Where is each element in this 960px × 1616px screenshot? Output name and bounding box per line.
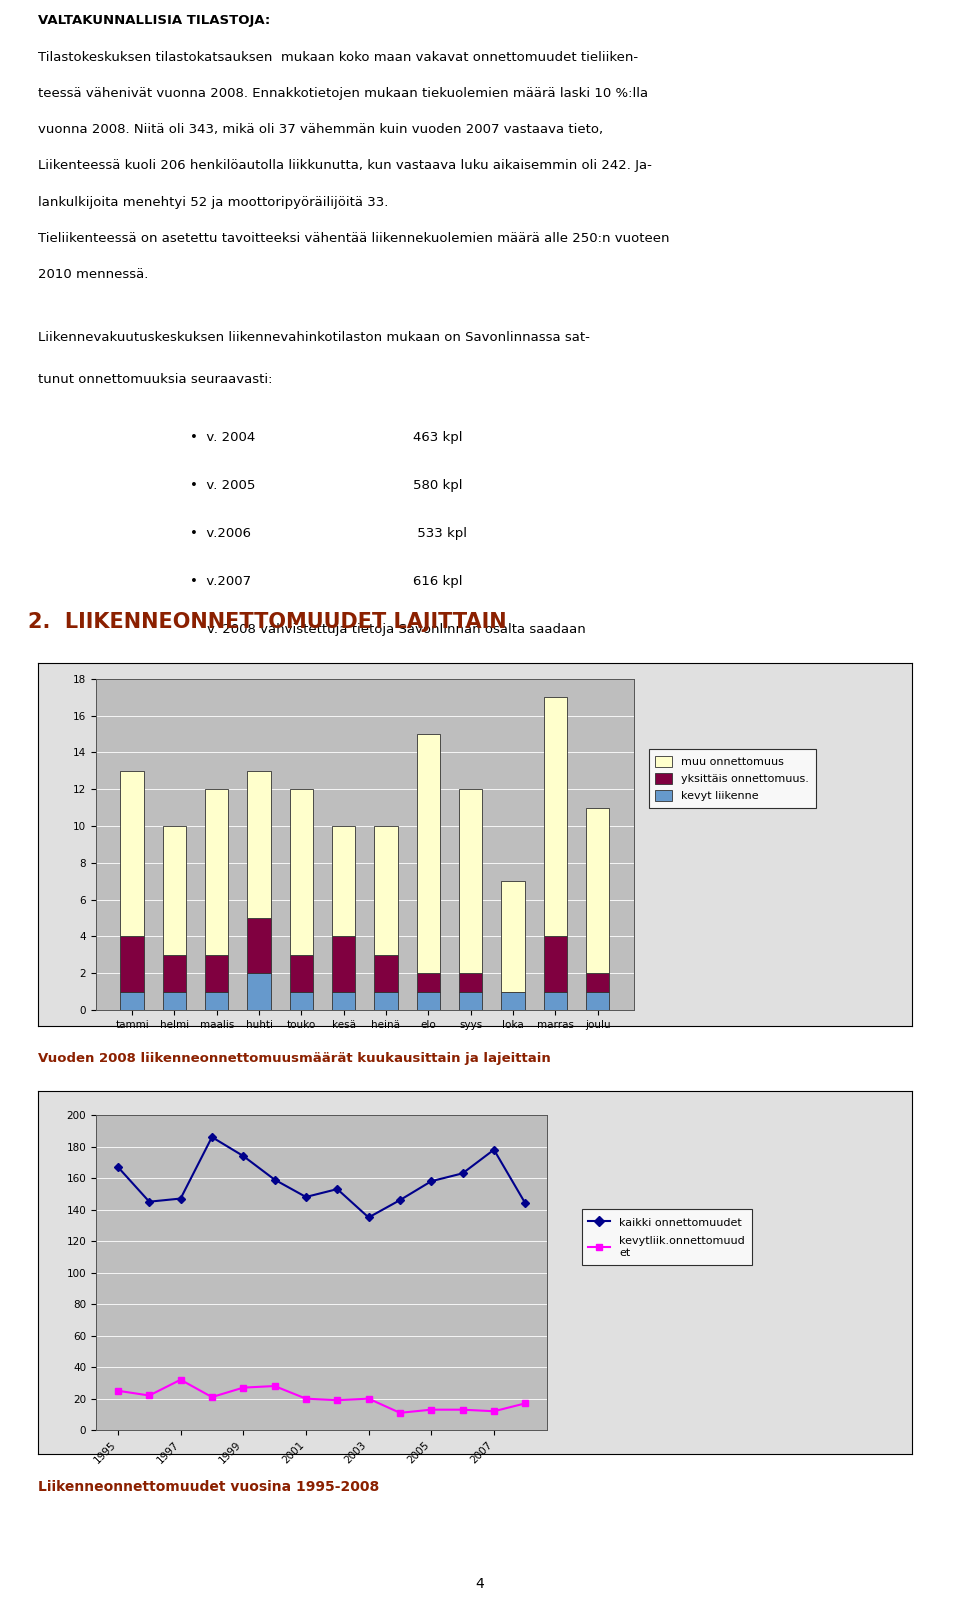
Text: •  v. 2004: • v. 2004 [190, 431, 255, 444]
Legend: kaikki onnettomuudet, kevytliik.onnettomuud
et: kaikki onnettomuudet, kevytliik.onnettom… [582, 1209, 752, 1265]
Bar [120, 936, 144, 992]
Bar [163, 992, 186, 1010]
Text: Liikennevakuutuskeskuksen liikennevahinkotilaston mukaan on Savonlinnassa sat-: Liikennevakuutuskeskuksen liikennevahink… [38, 331, 590, 344]
Text: Liikenneonnettomuudet vuosina 1995-2008: Liikenneonnettomuudet vuosina 1995-2008 [38, 1480, 379, 1493]
Bar [290, 955, 313, 992]
Bar [163, 955, 186, 992]
Text: •  v.2007: • v.2007 [190, 575, 252, 588]
Bar [417, 992, 440, 1010]
Bar [205, 992, 228, 1010]
Bar [501, 881, 524, 992]
Text: 616 kpl: 616 kpl [414, 575, 463, 588]
Text: lankulkijoita menehtyi 52 ja moottoripyöräilijöitä 33.: lankulkijoita menehtyi 52 ja moottoripyö… [38, 196, 389, 208]
Text: 4: 4 [475, 1577, 485, 1590]
Text: 2.  LIIKENNEONNETTOMUUDET LAJITTAIN: 2. LIIKENNEONNETTOMUUDET LAJITTAIN [29, 612, 507, 632]
Bar [543, 992, 566, 1010]
Bar [417, 973, 440, 992]
Bar [290, 789, 313, 955]
Bar [248, 771, 271, 918]
Bar [459, 992, 482, 1010]
Legend: muu onnettomuus, yksittäis onnettomuus., kevyt liikenne: muu onnettomuus, yksittäis onnettomuus.,… [649, 748, 815, 808]
Text: Tieliikenteessä on asetettu tavoitteeksi vähentää liikennekuolemien määrä alle 2: Tieliikenteessä on asetettu tavoitteeksi… [38, 231, 670, 244]
Bar [205, 955, 228, 992]
Bar [374, 955, 397, 992]
Bar [120, 771, 144, 936]
Bar [543, 936, 566, 992]
Text: 580 kpl: 580 kpl [414, 480, 463, 493]
Bar [248, 973, 271, 1010]
Bar [332, 826, 355, 936]
Bar [374, 826, 397, 955]
Text: Vuoden 2008 liikenneonnettomuusmäärät kuukausittain ja lajeittain: Vuoden 2008 liikenneonnettomuusmäärät ku… [38, 1052, 551, 1065]
Text: Tilastokeskuksen tilastokatsauksen  mukaan koko maan vakavat onnettomuudet tieli: Tilastokeskuksen tilastokatsauksen mukaa… [38, 50, 638, 63]
Bar [586, 992, 610, 1010]
Text: •  v.2006: • v.2006 [190, 527, 252, 540]
Text: vuonna 2008. Niitä oli 343, mikä oli 37 vähemmän kuin vuoden 2007 vastaava tieto: vuonna 2008. Niitä oli 343, mikä oli 37 … [38, 123, 604, 136]
Bar [543, 696, 566, 936]
Bar [332, 936, 355, 992]
Bar [374, 992, 397, 1010]
Bar [501, 992, 524, 1010]
Text: Liikenteessä kuoli 206 henkilöautolla liikkunutta, kun vastaava luku aikaisemmin: Liikenteessä kuoli 206 henkilöautolla li… [38, 160, 652, 173]
Bar [586, 808, 610, 973]
Bar [417, 734, 440, 973]
Bar [205, 789, 228, 955]
Text: loppukesästä.: loppukesästä. [190, 666, 300, 679]
Text: 463 kpl: 463 kpl [414, 431, 463, 444]
Bar [120, 992, 144, 1010]
Text: 2010 mennessä.: 2010 mennessä. [38, 268, 149, 281]
Text: 533 kpl: 533 kpl [414, 527, 468, 540]
Text: teessä vähenivät vuonna 2008. Ennakkotietojen mukaan tiekuolemien määrä laski 10: teessä vähenivät vuonna 2008. Ennakkotie… [38, 87, 649, 100]
Text: v. 2008 vahvistettuja tietoja Savonlinnan osalta saadaan: v. 2008 vahvistettuja tietoja Savonlinna… [190, 624, 586, 637]
Bar [163, 826, 186, 955]
Bar [459, 789, 482, 973]
Bar [290, 992, 313, 1010]
Bar [459, 973, 482, 992]
Text: VALTAKUNNALLISIA TILASTOJA:: VALTAKUNNALLISIA TILASTOJA: [38, 15, 271, 27]
Bar [248, 918, 271, 973]
Bar [586, 973, 610, 992]
Text: tunut onnettomuuksia seuraavasti:: tunut onnettomuuksia seuraavasti: [38, 373, 273, 386]
Text: •  v. 2005: • v. 2005 [190, 480, 255, 493]
Bar [332, 992, 355, 1010]
